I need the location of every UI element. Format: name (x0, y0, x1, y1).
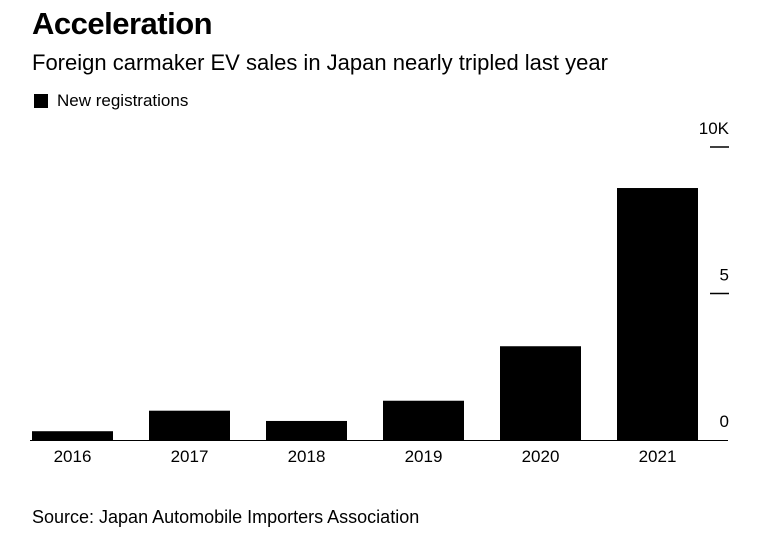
bar-2017 (149, 410, 230, 440)
legend-swatch (34, 94, 48, 108)
bar-2018 (266, 420, 347, 440)
bar-2021 (617, 188, 698, 440)
chart-subtitle: Foreign carmaker EV sales in Japan nearl… (32, 50, 608, 75)
x-tick-label-2016: 2016 (54, 447, 92, 466)
x-tick-label-2017: 2017 (171, 447, 209, 466)
chart-title: Acceleration (32, 6, 213, 41)
bar-2019 (383, 400, 464, 440)
source-note: Source: Japan Automobile Importers Assoc… (32, 507, 420, 527)
legend: New registrations (34, 91, 188, 111)
x-tick-label-2019: 2019 (405, 447, 443, 466)
x-tick-label-2020: 2020 (522, 447, 560, 466)
y-tick-label: 5 (720, 266, 729, 285)
x-tick-label-2018: 2018 (288, 447, 326, 466)
bar-2016 (32, 431, 113, 440)
x-tick-label-2021: 2021 (639, 447, 677, 466)
bar-2020 (500, 346, 581, 440)
y-tick-label: 0 (720, 412, 729, 431)
y-tick-label: 10K (699, 119, 730, 138)
legend-label: New registrations (57, 91, 189, 110)
